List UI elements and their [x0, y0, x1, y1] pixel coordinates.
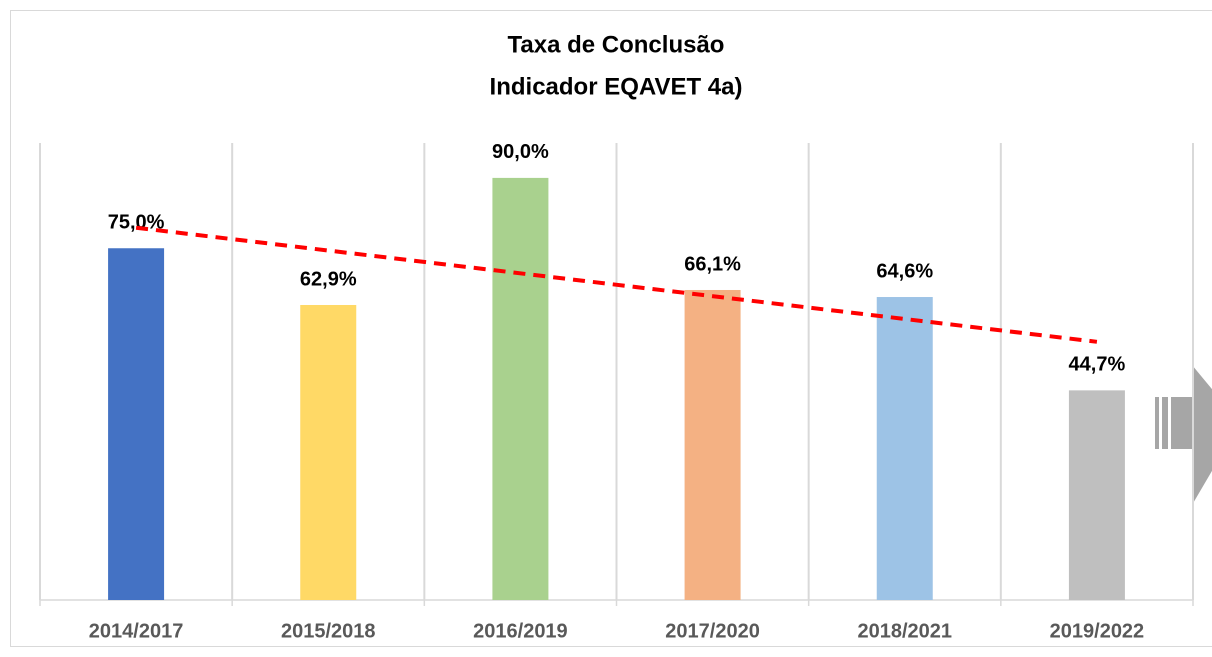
- bar: [876, 297, 933, 600]
- arrow: [1155, 365, 1212, 505]
- x-tick-label: 2019/2022: [1050, 620, 1145, 642]
- x-tick-label: 2015/2018: [281, 620, 376, 642]
- bar: [492, 177, 549, 600]
- data-label: 75,0%: [108, 212, 165, 234]
- chart-title: Indicador EQAVET 4a): [490, 73, 743, 100]
- bar: [300, 304, 357, 600]
- trendline: [135, 225, 1098, 344]
- bar: [108, 248, 165, 600]
- chart-border: [10, 10, 1212, 647]
- data-label: 62,9%: [300, 268, 357, 290]
- bar: [1068, 390, 1125, 600]
- bar: [684, 289, 741, 600]
- x-tick-label: 2017/2020: [665, 620, 760, 642]
- data-label: 66,1%: [684, 253, 741, 275]
- x-tick-label: 2016/2019: [473, 620, 568, 642]
- data-label: 64,6%: [876, 260, 933, 282]
- chart-title: Taxa de Conclusão: [508, 31, 725, 58]
- data-label: 44,7%: [1069, 354, 1126, 376]
- x-tick-label: 2018/2021: [857, 620, 952, 642]
- data-label: 90,0%: [492, 141, 549, 163]
- x-tick-label: 2014/2017: [89, 620, 184, 642]
